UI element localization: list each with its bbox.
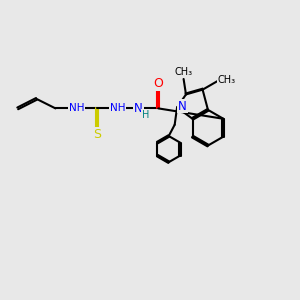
Text: H: H: [142, 110, 149, 120]
Text: N: N: [178, 100, 187, 112]
Text: NH: NH: [68, 103, 84, 113]
Text: N: N: [134, 102, 143, 115]
Text: CH₃: CH₃: [175, 68, 193, 77]
Text: NH: NH: [110, 103, 126, 113]
Text: O: O: [153, 77, 163, 90]
Text: CH₃: CH₃: [217, 75, 236, 85]
Text: S: S: [93, 128, 101, 141]
